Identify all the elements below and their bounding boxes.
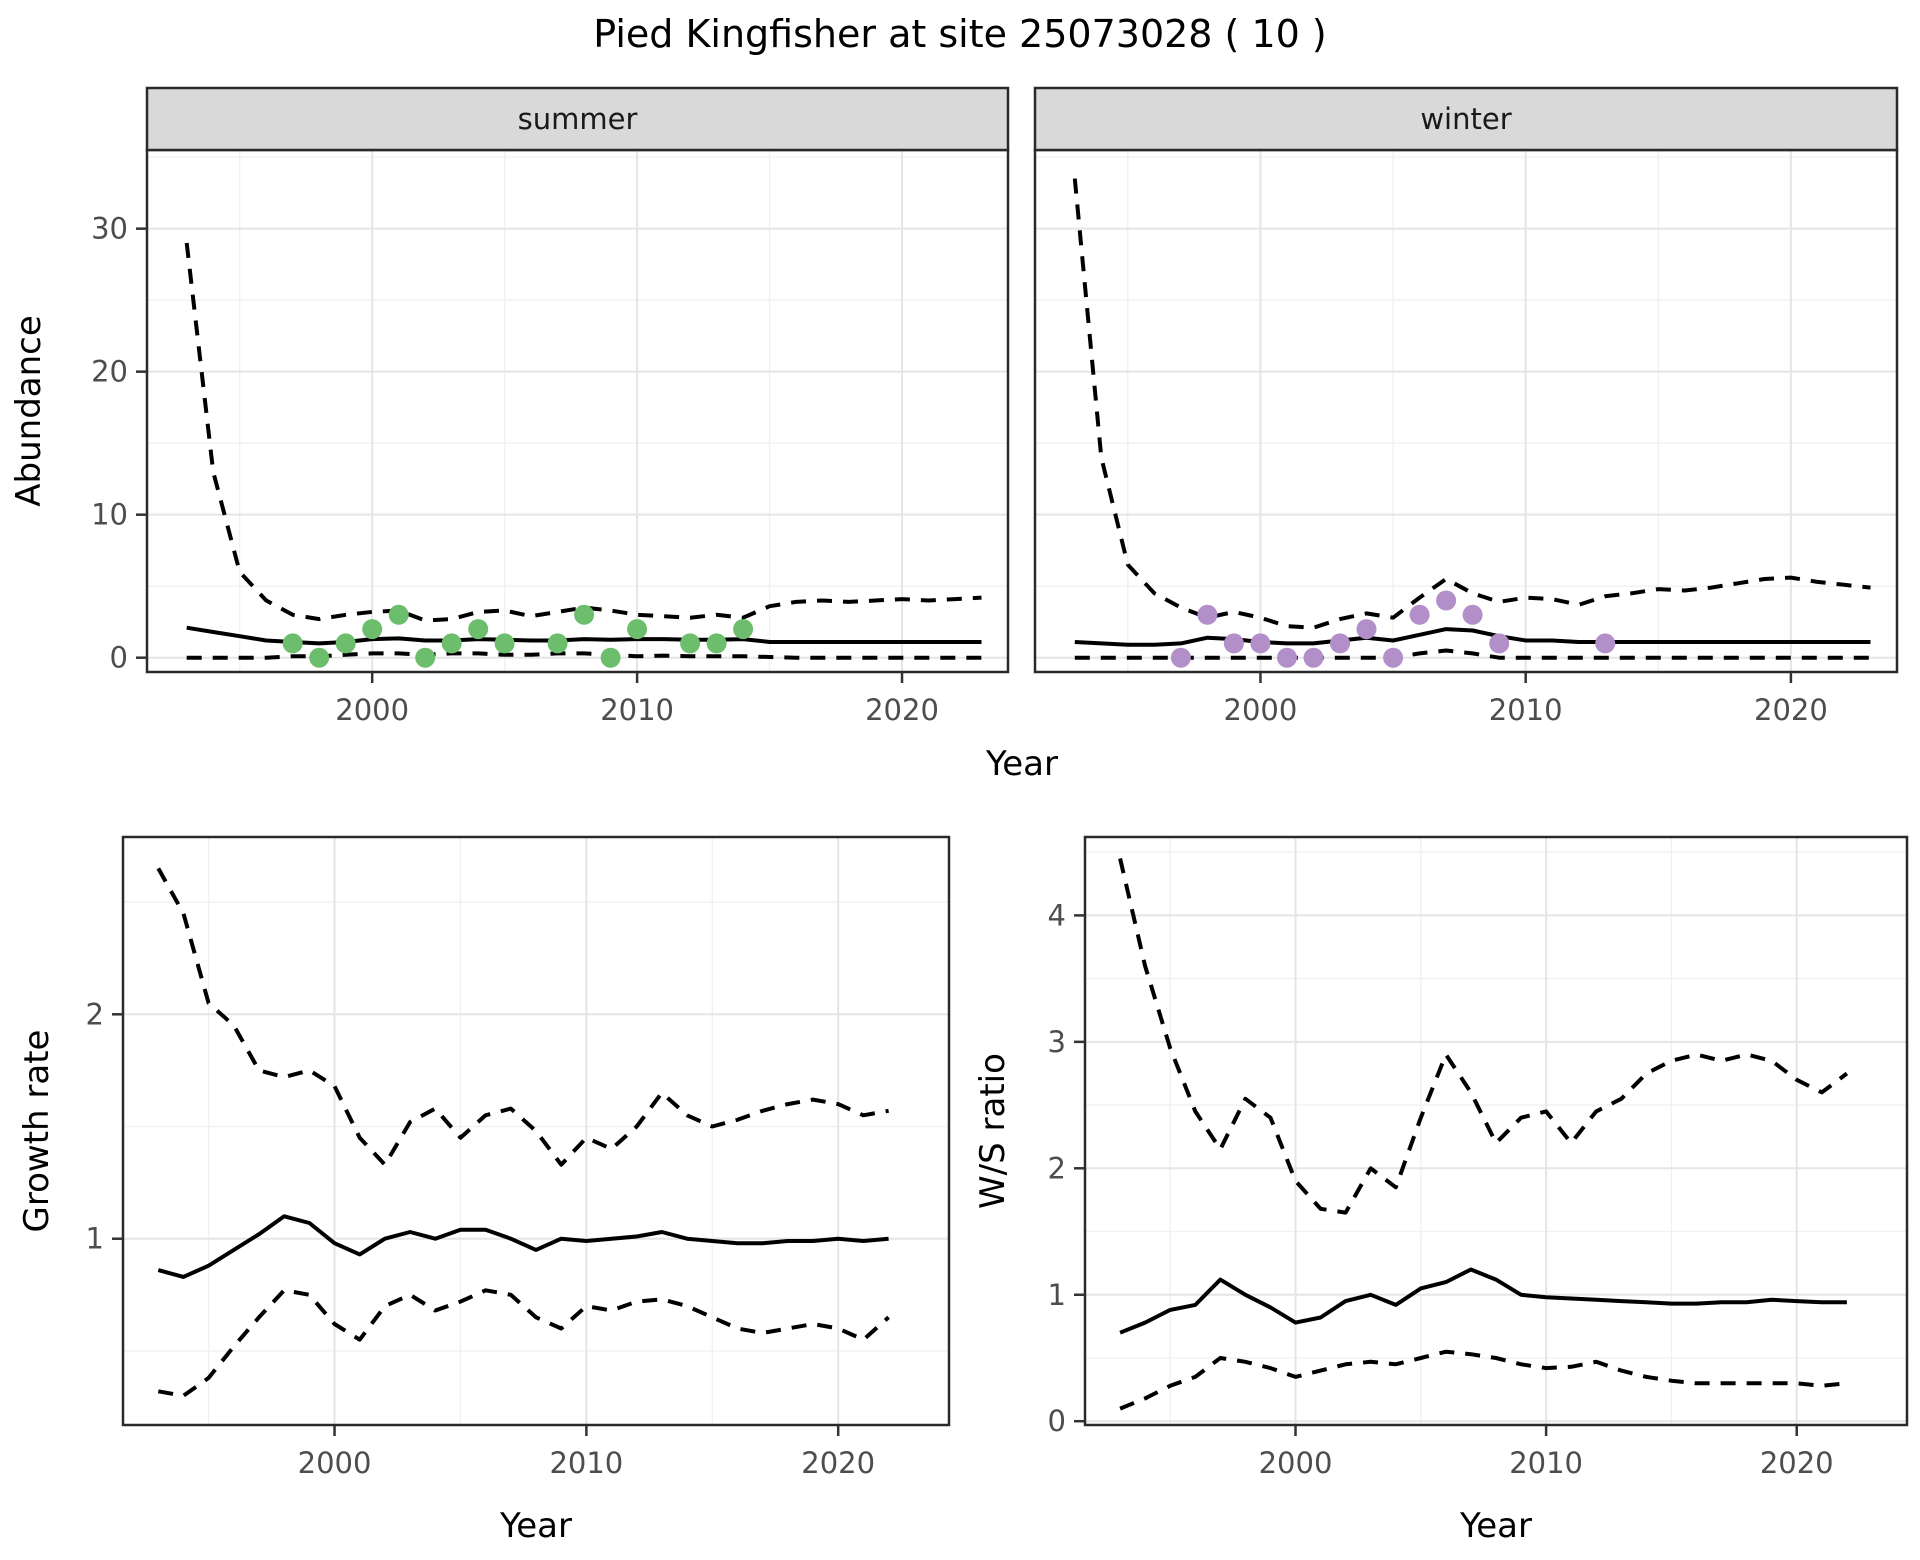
x-axis-title: Year <box>1459 1506 1532 1546</box>
y-tick-label: 3 <box>1048 1025 1066 1059</box>
panel-border <box>1083 835 1909 1427</box>
lower_95ci-line <box>1119 1349 1848 1411</box>
median-line <box>186 625 982 646</box>
chart-abundance-winter <box>1033 86 1899 683</box>
x-tick-label: 2020 <box>865 693 939 727</box>
observed_counts-point <box>1250 633 1271 654</box>
x-tick-label: 2020 <box>1760 1446 1834 1480</box>
facet-strip <box>1033 86 1899 152</box>
y-tick-label: 1 <box>1048 1278 1066 1312</box>
observed_counts-point <box>309 647 330 668</box>
observed_counts-point <box>362 619 383 640</box>
observed_counts-point <box>733 619 754 640</box>
observed_counts-point <box>574 604 595 625</box>
upper_95ci-line <box>184 242 982 623</box>
plot-title: Pied Kingfisher at site 25073028 ( 10 ) <box>593 12 1327 56</box>
panel-background <box>1035 150 1897 672</box>
observed_counts-point <box>1409 604 1430 625</box>
y-axis-title: Abundance <box>9 315 49 507</box>
observed_counts-point <box>627 619 648 640</box>
observed_counts-point <box>1356 619 1377 640</box>
observed_counts-point <box>1489 633 1510 654</box>
observed_counts-point <box>1383 647 1404 668</box>
observed_counts-point <box>1197 604 1218 625</box>
observed_counts-point <box>468 619 489 640</box>
panel-background <box>1085 837 1907 1425</box>
observed_counts-point <box>1223 633 1244 654</box>
observed_counts-point <box>335 633 356 654</box>
y-axis-title: Growth rate <box>17 1030 57 1233</box>
x-axis-title: Year <box>985 744 1058 784</box>
upper_95ci-line <box>1118 858 1849 1215</box>
chart-growth-rate <box>112 835 951 1436</box>
y-tick-label: 4 <box>1048 898 1066 932</box>
panel-border <box>121 835 951 1427</box>
observed_counts-point <box>441 633 462 654</box>
facet-label: winter <box>1420 102 1511 136</box>
observed_counts-point <box>706 633 727 654</box>
observed_counts-point <box>547 633 568 654</box>
y-axis-title: W/S ratio <box>973 1053 1013 1209</box>
x-tick-label: 2000 <box>335 693 409 727</box>
observed_counts-point <box>1436 590 1457 611</box>
x-tick-label: 2010 <box>1509 1446 1583 1480</box>
observed_counts-point <box>282 633 303 654</box>
chart-abundance-summer <box>136 86 1010 683</box>
x-axis-title: Year <box>499 1506 572 1546</box>
facet-strip <box>145 86 1010 152</box>
observed_counts-point <box>1170 647 1191 668</box>
median-line <box>1119 1267 1847 1335</box>
observed_counts-point <box>415 647 436 668</box>
observed_counts-point <box>1595 633 1616 654</box>
y-tick-label: 2 <box>86 997 104 1031</box>
x-tick-label: 2000 <box>1259 1446 1333 1480</box>
observed_counts-point <box>600 647 621 668</box>
median-line <box>1074 627 1871 647</box>
x-tick-label: 2000 <box>1224 693 1298 727</box>
chart-ws-ratio <box>1074 835 1909 1436</box>
observed_counts-point <box>680 633 701 654</box>
y-tick-label: 20 <box>91 355 128 389</box>
x-tick-label: 2010 <box>600 693 674 727</box>
facet-label: summer <box>518 102 638 136</box>
panel-background <box>123 837 949 1425</box>
y-tick-label: 1 <box>86 1222 104 1256</box>
observed_counts-point <box>1277 647 1297 668</box>
observed_counts-point <box>1462 604 1483 625</box>
upper_95ci-line <box>1072 178 1871 630</box>
y-tick-label: 30 <box>91 212 128 246</box>
y-tick-label: 10 <box>91 498 128 532</box>
observed_counts-point <box>1330 633 1350 654</box>
y-tick-label: 0 <box>110 641 128 675</box>
x-tick-label: 2020 <box>801 1446 875 1480</box>
observed_counts-point <box>494 633 515 654</box>
median-line <box>157 1214 889 1279</box>
x-tick-label: 2020 <box>1754 693 1828 727</box>
y-tick-label: 2 <box>1048 1151 1066 1185</box>
lower_95ci-line <box>157 1288 890 1398</box>
x-tick-label: 2010 <box>1489 693 1563 727</box>
upper_95ci-line <box>156 867 889 1167</box>
observed_counts-point <box>388 604 409 625</box>
lower_95ci-line <box>1074 648 1871 660</box>
y-tick-label: 0 <box>1048 1404 1066 1438</box>
panel-background <box>147 150 1008 672</box>
observed_counts-point <box>1303 647 1324 668</box>
x-tick-label: 2010 <box>549 1446 623 1480</box>
x-tick-label: 2000 <box>298 1446 372 1480</box>
